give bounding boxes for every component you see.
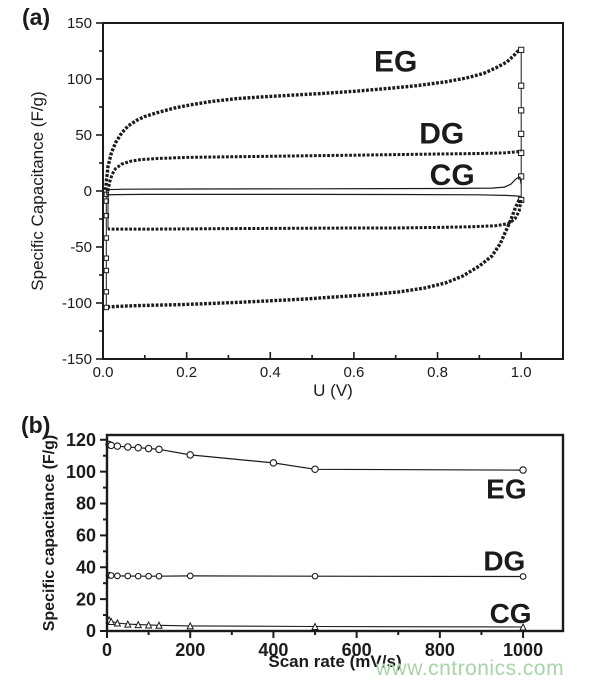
chart-a-axes: 0.0 0.2 0.4 0.6 0.8 1.0 150 100 50 0 -50 -100 -150 (62, 15, 532, 381)
svg-text:60: 60 (76, 526, 96, 546)
chart-b-yaxis-label: Specific capacitance (F/g) (41, 434, 58, 632)
chart-b-series-eg (105, 440, 527, 474)
svg-text:50: 50 (75, 127, 92, 144)
svg-text:-150: -150 (62, 351, 92, 368)
svg-text:0.4: 0.4 (260, 364, 281, 381)
chart-a-series-eg-discharge-branch (105, 199, 521, 310)
chart-b-label-dg: DG (483, 545, 525, 576)
svg-text:0: 0 (84, 183, 92, 200)
chart-a-series-eg-reversal-at-1-0-v (518, 46, 525, 204)
svg-text:0.0: 0.0 (93, 364, 114, 381)
chart-a-frame (102, 22, 564, 360)
chart-b-label-cg: CG (490, 598, 532, 629)
svg-text:120: 120 (66, 430, 96, 450)
chart-a-series-dg-discharge-branch (107, 199, 523, 231)
chart-a-series-cg-charge-branch (106, 176, 522, 191)
svg-text:-50: -50 (70, 239, 92, 256)
chart-b-label-eg: EG (486, 474, 526, 505)
chart-a-label-eg: EG (374, 46, 417, 79)
svg-text:0.2: 0.2 (176, 364, 197, 381)
watermark: www.cntronics.com (375, 657, 565, 680)
svg-text:150: 150 (67, 15, 92, 32)
svg-text:0: 0 (102, 640, 112, 660)
chart-a-series-cg-discharge-branch (106, 193, 522, 198)
chart-b-xaxis-label: Scan rate (mV/s) (268, 652, 402, 671)
chart-a-yaxis-label: Specific Capacitance (F/g) (28, 91, 47, 291)
chart-b-frame (105, 433, 565, 633)
svg-text:400: 400 (258, 640, 288, 660)
panel-label-b: (b) (21, 412, 51, 438)
svg-text:0.8: 0.8 (427, 364, 448, 381)
svg-text:600: 600 (342, 640, 372, 660)
chart-a: EG DG CG 0.0 0.2 0.4 0.6 0.8 1.0 150 100 50 0 -50 -100… (62, 15, 564, 381)
chart-a-label-cg: CG (430, 159, 475, 192)
chart-b-series-dg (105, 571, 527, 580)
svg-text:800: 800 (425, 640, 455, 660)
panel-label-a: (a) (22, 4, 51, 30)
svg-text:20: 20 (76, 589, 96, 609)
svg-text:40: 40 (76, 557, 96, 577)
chart-a-label-dg: DG (419, 117, 464, 150)
svg-text:100: 100 (66, 462, 96, 482)
svg-text:1000: 1000 (503, 640, 543, 660)
svg-text:-100: -100 (62, 295, 92, 312)
chart-a-series-dg-charge-branch (106, 149, 522, 192)
svg-text:200: 200 (175, 640, 205, 660)
svg-text:1.0: 1.0 (511, 364, 532, 381)
svg-text:0.6: 0.6 (343, 364, 364, 381)
svg-text:0: 0 (86, 621, 96, 641)
svg-text:80: 80 (76, 494, 96, 514)
chart-a-xaxis-label: U (V) (313, 381, 353, 400)
chart-b-series-cg (105, 615, 527, 631)
chart-a-series-eg-charge-branch (103, 48, 521, 195)
svg-text:100: 100 (67, 71, 92, 88)
